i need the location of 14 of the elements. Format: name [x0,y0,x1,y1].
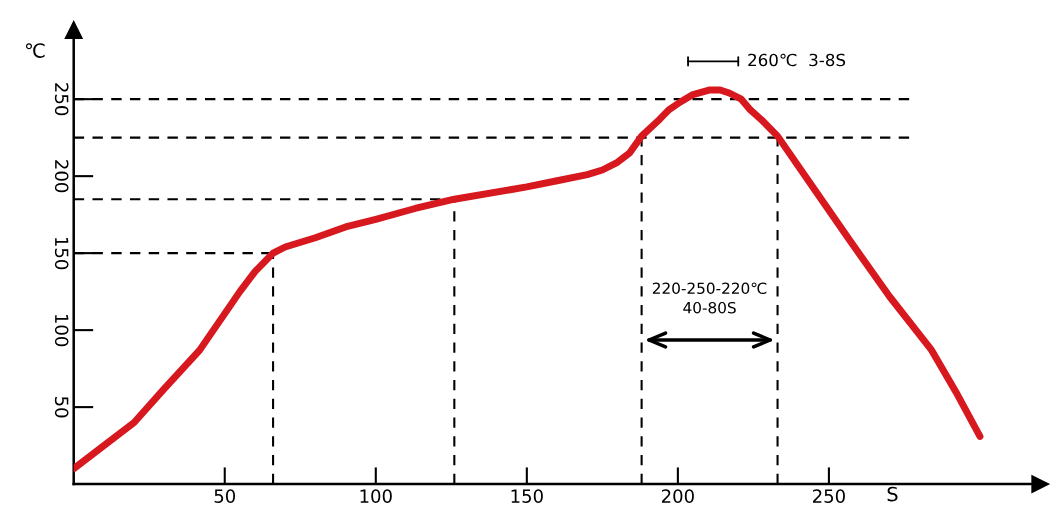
y-tick-label: 50 [54,397,69,418]
x-tick-label: 250 [813,489,845,503]
y-axis-title: ℃ [25,43,45,58]
y-tick-label: 100 [54,314,69,347]
y-tick-label: 150 [54,237,69,270]
annotation: 260℃ 3-8S [748,53,846,67]
annotation: 220-250-220℃ 40-80S [652,282,767,314]
y-tick-label: 250 [54,83,69,116]
x-axis-title: S [887,486,898,502]
x-tick-label: 200 [661,489,694,503]
x-tick-label: 150 [511,489,543,503]
x-tick-label: 100 [360,489,392,503]
x-tick-label: 50 [214,489,236,503]
y-tick-label: 200 [54,160,69,193]
